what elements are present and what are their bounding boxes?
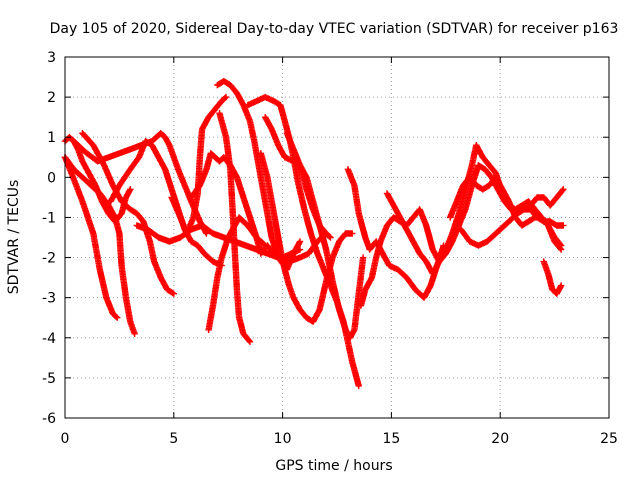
plus-markers [283,130,334,241]
y-tick-label: -4 [42,331,56,347]
x-tick-label: 25 [600,431,618,447]
y-tick-label: -1 [42,210,56,226]
series-arc-20 [447,174,565,249]
chart-title: Day 105 of 2020, Sidereal Day-to-day VTE… [50,21,619,37]
x-tick-label: 0 [61,431,70,447]
x-tick-label: 5 [169,431,178,447]
plus-markers [540,258,565,297]
series-arc-11 [205,214,269,333]
series-arc-5 [79,130,177,297]
series-arc-21 [457,186,567,249]
y-tick-label: 0 [47,170,56,186]
plus-markers [216,110,254,345]
x-tick-label: 10 [274,431,292,447]
data-marks [61,77,567,390]
x-tick-label: 15 [382,431,400,447]
plus-markers [205,214,269,333]
y-tick-label: -3 [42,291,56,307]
y-axis-label: SDTVAR / TECUs [6,180,22,295]
plus-markers [383,142,565,277]
y-tick-label: 3 [47,50,56,66]
plot-frame [64,56,610,419]
plus-markers [447,174,565,249]
y-tick-label: -5 [42,371,56,387]
plus-markers [257,150,356,325]
plus-markers [457,186,567,249]
x-axis-ticks: 0 5 10 15 20 25 [61,57,618,447]
series-arc-19 [383,142,565,277]
y-tick-label: 1 [47,130,56,146]
y-tick-label: 2 [47,90,56,106]
plus-markers [79,130,177,297]
series-arc-22 [540,258,565,297]
y-axis-ticks: -6 -5 -4 -3 -2 -1 0 1 2 3 [42,50,609,427]
x-tick-label: 20 [491,431,509,447]
series-arc-14 [257,150,356,325]
y-tick-label: -6 [42,411,56,427]
plus-markers [214,77,304,273]
y-tick-label: -2 [42,251,56,267]
series-arc-12 [214,77,304,273]
series-arc-16 [283,130,334,241]
x-axis-label: GPS time / hours [275,458,392,474]
series-arc-10 [216,110,254,345]
